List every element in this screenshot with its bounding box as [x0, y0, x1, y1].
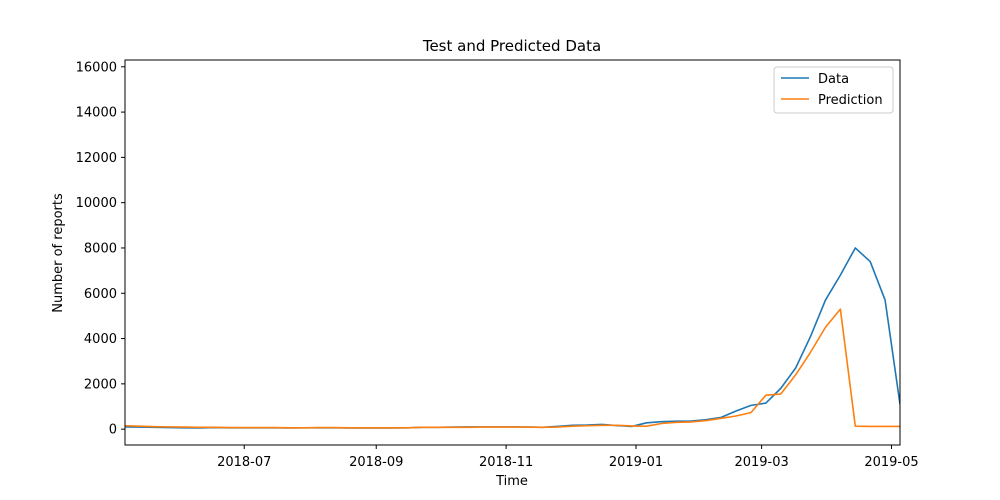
- x-axis: 2018-07 2018-09 2018-11 2019-01 2019-03 2019-…: [217, 445, 919, 470]
- plot-frame: [124, 59, 901, 446]
- y-axis: 0 2000 4000 6000 8000 10000 12000 14000 16000: [76, 60, 125, 438]
- chart-title: Test and Predicted Data: [422, 37, 601, 55]
- y-tick-label: 12000: [76, 151, 117, 166]
- x-tick-label: 2018-11: [479, 455, 533, 470]
- y-tick-label: 10000: [76, 196, 117, 211]
- legend: Data Prediction: [773, 66, 894, 114]
- x-tick-label: 2018-07: [217, 455, 271, 470]
- legend-label-prediction: Prediction: [818, 93, 883, 108]
- y-tick-label: 8000: [84, 241, 117, 256]
- x-tick-label: 2019-03: [734, 455, 788, 470]
- y-axis-label: Number of reports: [51, 193, 66, 313]
- y-tick-label: 16000: [76, 60, 117, 75]
- y-tick-label: 14000: [76, 106, 117, 121]
- legend-label-data: Data: [818, 72, 849, 87]
- y-tick-label: 6000: [84, 287, 117, 302]
- x-tick-label: 2018-09: [349, 455, 403, 470]
- y-tick-label: 2000: [84, 377, 117, 392]
- x-tick-label: 2019-05: [864, 455, 918, 470]
- y-tick-label: 0: [109, 423, 117, 438]
- x-axis-label: Time: [495, 474, 528, 489]
- x-tick-label: 2019-01: [609, 455, 663, 470]
- series-line-prediction: [125, 308, 900, 429]
- y-tick-label: 4000: [84, 332, 117, 347]
- plot-area: [125, 247, 900, 429]
